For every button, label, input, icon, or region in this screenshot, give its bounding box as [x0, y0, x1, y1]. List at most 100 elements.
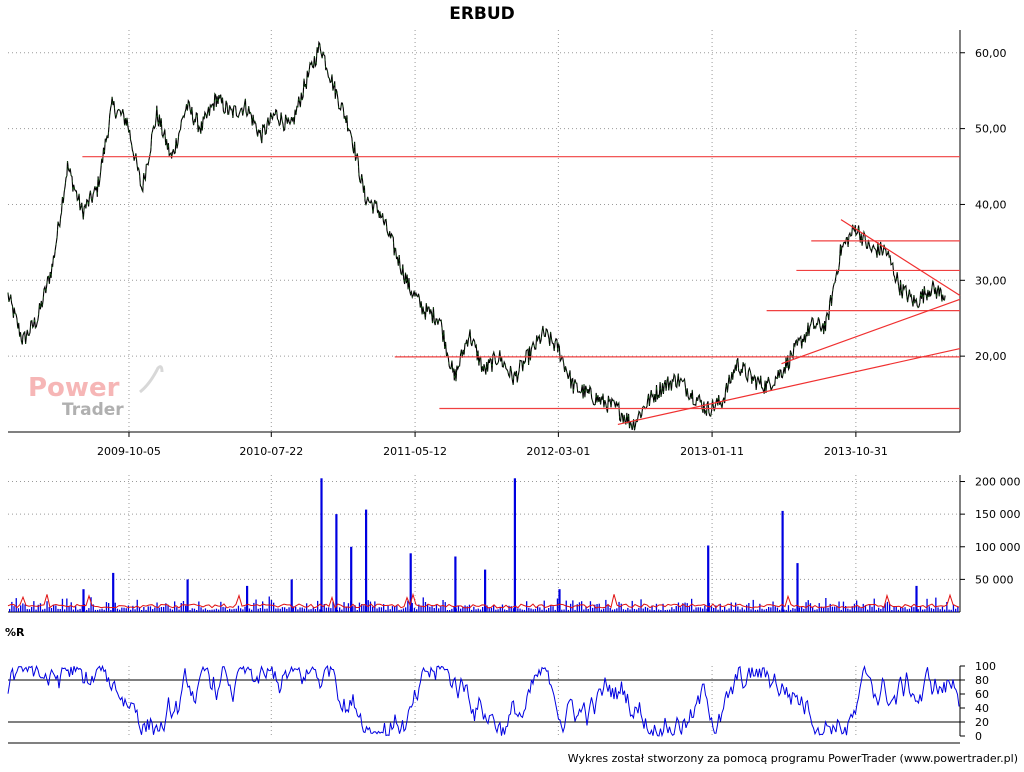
volume-bar [618, 601, 620, 612]
volume-bar [180, 603, 182, 612]
volume-bar [838, 601, 840, 612]
volume-bar [823, 607, 825, 612]
volume-bar [281, 607, 284, 612]
volume-bar [671, 607, 673, 612]
volume-bar [312, 607, 314, 612]
volume-bar [702, 608, 704, 612]
volume-bar [625, 609, 627, 612]
volume-bar [182, 601, 185, 612]
volume-spike [246, 585, 249, 612]
volume-bar [858, 607, 860, 612]
volume-bar [748, 603, 750, 612]
volume-bar [739, 609, 741, 612]
volume-bar [176, 607, 178, 612]
volume-spike [558, 589, 561, 612]
volume-bar [259, 608, 262, 612]
volume-bar [138, 607, 141, 612]
volume-bar [339, 607, 341, 612]
volume-bar [906, 609, 908, 612]
volume-bars [9, 478, 959, 612]
volume-bar [820, 606, 823, 612]
volume-bar [299, 607, 301, 612]
volume-bar [473, 606, 475, 612]
volume-bar [121, 607, 123, 612]
volume-bar [251, 609, 253, 612]
volume-bar [134, 609, 136, 612]
volume-bar [829, 603, 831, 612]
volume-bar [229, 608, 231, 612]
volume-bar [713, 607, 715, 612]
volume-bar [937, 607, 939, 612]
volume-bar [530, 608, 532, 612]
volume-bar [376, 608, 378, 612]
volume-bar [882, 606, 884, 612]
volume-bar [438, 608, 440, 612]
volume-bar [26, 609, 28, 612]
volume-bar [853, 603, 856, 612]
volume-bar [240, 608, 242, 612]
volume-bar [867, 609, 869, 612]
volume-bar [92, 604, 94, 612]
volume-bar [552, 606, 554, 612]
volume-tick-label: 150 000 [975, 508, 1021, 521]
volume-bar [204, 608, 207, 612]
volume-bar [831, 606, 834, 612]
volume-spike [409, 553, 412, 612]
volume-tick-label: 50 000 [975, 573, 1014, 586]
volume-bar [710, 606, 713, 612]
volume-bar [576, 604, 578, 612]
logo-line2: Trader [62, 400, 124, 420]
volume-bar [724, 606, 726, 612]
volume-bar [902, 607, 904, 612]
volume-bar [944, 609, 946, 612]
volume-bar [442, 600, 444, 612]
volume-bar [695, 607, 697, 612]
volume-bar [453, 606, 455, 612]
volume-bar [385, 609, 387, 612]
volume-bar [539, 607, 541, 612]
volume-bar [46, 601, 48, 612]
volume-bar [413, 607, 416, 612]
volume-bar [765, 608, 768, 612]
volume-spike [335, 514, 338, 612]
volume-bar [402, 608, 405, 612]
volume-moving-average [7, 592, 960, 609]
volume-bar [754, 609, 757, 612]
volume-bar [424, 602, 427, 612]
volume-bar [581, 601, 583, 612]
volume-bar [50, 608, 53, 612]
volume-bar [864, 605, 867, 612]
volume-bar [198, 601, 200, 612]
volume-bar [684, 602, 686, 612]
volume-bar [475, 609, 477, 612]
volume-bar [308, 609, 310, 612]
volume-bar [127, 605, 130, 612]
volume-bar [878, 607, 880, 612]
volume-bar [616, 608, 618, 612]
volume-bar [444, 602, 446, 612]
volume-bar [926, 598, 928, 612]
volume-bar [911, 606, 913, 612]
volume-bar [416, 609, 418, 612]
volume-bar [429, 606, 431, 612]
volume-bar [801, 606, 803, 612]
volume-spike [186, 579, 189, 612]
volume-bar [400, 609, 402, 612]
volume-bar [946, 602, 948, 612]
volume-bar [768, 607, 770, 612]
volume-spike [112, 572, 115, 612]
volume-bar [119, 609, 121, 612]
volume-bar [728, 608, 730, 612]
volume-bar [125, 608, 127, 612]
volume-bar [585, 606, 587, 612]
volume-bar [17, 608, 20, 612]
volume-bar [930, 608, 933, 612]
volume-bar [301, 607, 303, 612]
volume-spike [454, 556, 457, 612]
volume-bar [763, 609, 765, 612]
volume-bar [563, 609, 565, 612]
footer-credit: Wykres został stworzony za pomocą progra… [568, 752, 1018, 765]
volume-bar [798, 607, 801, 612]
volume-bar [761, 608, 763, 612]
